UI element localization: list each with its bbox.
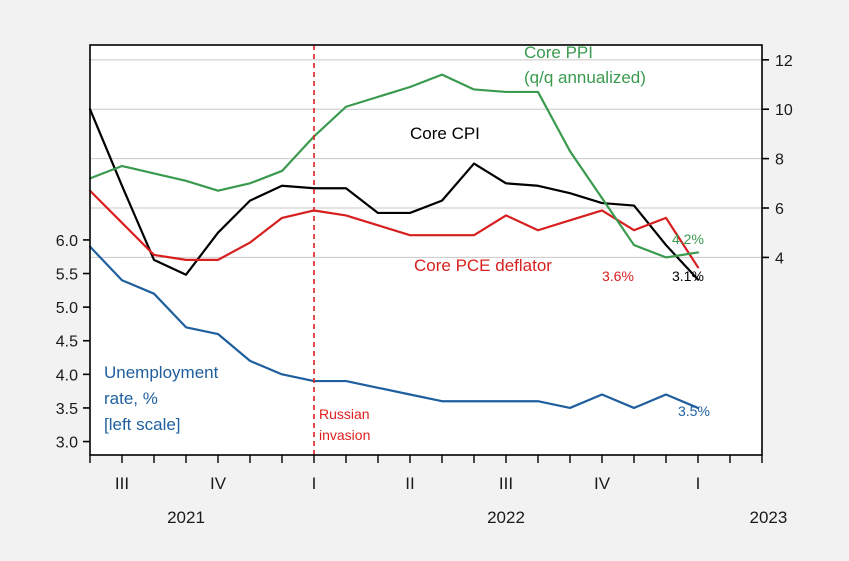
russian-invasion-label: invasion xyxy=(319,427,370,443)
end-value-label-core-cpi: 3.1% xyxy=(672,268,704,284)
series-line-unemployment-rate xyxy=(88,245,700,410)
x-axis-year-label: 2023 xyxy=(749,508,787,527)
end-value-label-core-ppi-q-q-annualized: 4.2% xyxy=(672,231,704,247)
right-axis-tick-label: 10 xyxy=(775,102,793,119)
x-axis-year-label: 2022 xyxy=(487,508,525,527)
series-label-core-ppi-q-q-annualized: Core PPI xyxy=(524,43,593,62)
russian-invasion-label: Russian xyxy=(319,406,370,422)
series-line-core-pce-deflator xyxy=(88,189,700,269)
series-line-core-ppi-q-q-annualized xyxy=(88,73,700,259)
series-labels-layer: Unemployment rate, % [left scale] 3.5% Core … xyxy=(104,43,710,443)
series-label-unemployment-rate: rate, % xyxy=(104,389,158,408)
left-axis-tick-label: 3.5 xyxy=(56,401,78,418)
left-axis-tick-label: 4.5 xyxy=(56,334,78,351)
series-label-unemployment-rate: Unemployment xyxy=(104,363,219,382)
x-axis-quarter-label: I xyxy=(696,474,701,493)
left-axis: 3.0 3.5 4.0 4.5 5.0 5.5 6.0 xyxy=(56,233,90,452)
left-axis-tick-label: 6.0 xyxy=(56,233,78,250)
x-axis-quarter-label: III xyxy=(115,474,129,493)
series-label-core-ppi-q-q-annualized: (q/q annualized) xyxy=(524,68,646,87)
end-value-label-unemployment-rate: 3.5% xyxy=(678,403,710,419)
x-axis-year-label: 2021 xyxy=(167,508,205,527)
left-axis-tick-label: 4.0 xyxy=(56,367,78,384)
x-axis-quarter-label: IV xyxy=(594,474,611,493)
series-line-core-cpi xyxy=(88,108,700,281)
left-axis-tick-label: 5.5 xyxy=(56,267,78,284)
series-label-core-cpi: Core CPI xyxy=(410,124,480,143)
right-axis: 4 6 8 10 12 xyxy=(762,53,793,267)
end-value-label-core-pce-deflator: 3.6% xyxy=(602,268,634,284)
series-label-core-pce-deflator: Core PCE deflator xyxy=(414,256,552,275)
x-axis-quarter-label: II xyxy=(405,474,414,493)
right-axis-tick-label: 12 xyxy=(775,53,793,70)
data-series-layer xyxy=(88,73,700,410)
left-axis-tick-label: 3.0 xyxy=(56,435,78,452)
plot-border xyxy=(89,44,763,456)
plot-area-background xyxy=(90,45,762,455)
right-axis-tick-label: 8 xyxy=(775,152,784,169)
gridlines xyxy=(90,59,762,258)
x-axis-quarter-label: III xyxy=(499,474,513,493)
series-label-unemployment-rate: [left scale] xyxy=(104,415,181,434)
x-axis-quarter-label: IV xyxy=(210,474,227,493)
right-axis-tick-label: 6 xyxy=(775,201,784,218)
x-axis-quarter-label: I xyxy=(312,474,317,493)
right-axis-tick-label: 4 xyxy=(775,250,784,267)
left-axis-tick-label: 5.0 xyxy=(56,300,78,317)
